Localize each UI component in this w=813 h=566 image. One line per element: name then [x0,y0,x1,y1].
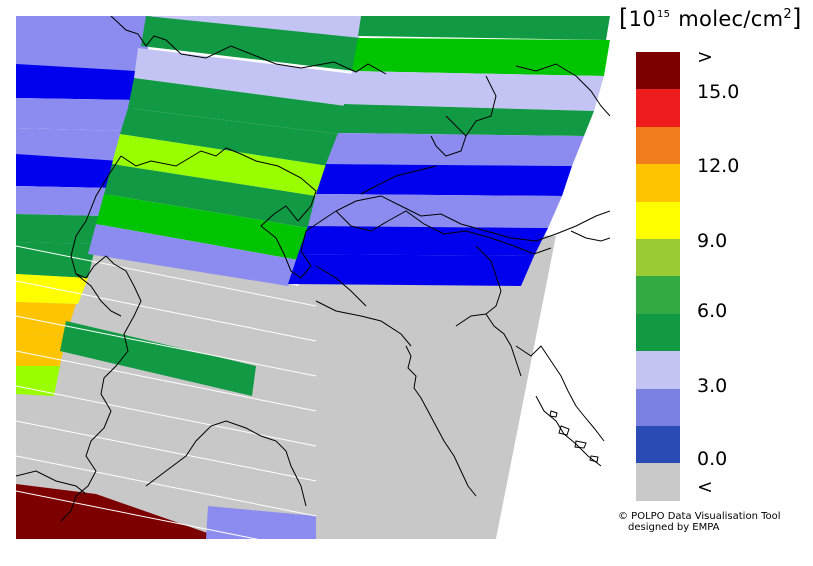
scan-gap-line [16,455,317,517]
legend-swatch [636,126,680,165]
swath-pixel [16,214,104,244]
border-line [360,165,437,195]
swath-pixel [112,134,328,196]
country-borders [16,16,610,522]
swath-pixel [288,254,534,286]
color-legend-bar [636,52,680,501]
swath-pixel [352,38,610,76]
map-canvas[interactable] [16,16,610,539]
scan-gap-line [16,490,259,539]
legend-swatch [636,313,680,352]
credit-line-2: designed by EMPA [628,522,720,533]
scan-gap-line [16,420,317,482]
legend-label-12: 12.0 [697,155,740,177]
coastline [455,313,522,377]
swath-pixel [16,274,88,304]
island [549,410,558,418]
swath-pixel [308,194,562,228]
coastline [515,345,605,442]
swath-pixel [128,78,346,134]
scan-gap-line [16,385,317,447]
swath-pixel [66,304,296,368]
swath-pixel [358,16,610,40]
swath-pixel [16,16,151,71]
border-line [16,470,87,495]
unit-base: 10 [628,7,656,31]
swath-pixel [16,98,134,131]
swath-pixel [298,226,548,256]
border-line [515,63,577,77]
swath-pixel [16,128,128,161]
island [589,455,599,463]
swath-pixel [16,242,96,278]
satellite-swath-layer [16,16,610,539]
swath-pixel [60,321,256,396]
swath-pixel [344,71,604,111]
border-line [145,420,307,507]
swath-pixel [326,133,584,166]
unit-text: molec/cm [671,7,784,31]
border-line [570,230,610,242]
credit-text: © POLPO Data Visualisation Tool designed… [618,511,781,533]
credit-line-1: © POLPO Data Visualisation Tool [618,511,781,522]
swath-pixel [141,16,361,71]
swath-pixel [16,154,120,188]
swath-pixel [16,366,60,396]
border-line [475,245,502,315]
island [558,425,570,436]
legend-swatch [636,463,680,501]
scan-gap-line [16,280,317,342]
swath-pixel [338,104,594,136]
scan-gap-line [16,315,317,377]
legend-swatch [636,201,680,239]
legend-swatch [636,351,680,389]
border-line [315,300,412,347]
swath-pixel [316,164,572,196]
legend-swatch [636,52,680,90]
swath-pixel [16,64,136,100]
legend-label-0: 0.0 [697,448,728,470]
scan-gap-line [16,350,317,412]
border-line [75,273,122,317]
border-line [315,265,367,307]
legend-label-under: < [697,476,713,498]
legend-unit-title: [1015 molec/cm2] [619,4,802,32]
legend-label-6: 6.0 [697,300,728,322]
legend-swatch [636,89,680,127]
border-line [430,115,467,157]
map-panel[interactable] [16,16,610,539]
island [574,440,587,449]
border-line [110,16,387,75]
swath-pixel [16,302,76,336]
swath-pixel [206,506,316,539]
unit-exponent: 15 [657,9,671,20]
border-line [575,75,610,117]
coastline [405,345,477,497]
border-line [60,155,142,522]
unit-square: 2 [783,7,792,22]
swath-pixel [88,224,298,286]
legend-swatch [636,164,680,202]
legend-swatch [636,276,680,314]
legend-label-15: 15.0 [697,81,740,103]
swath-pixel [104,164,316,228]
legend-label-9: 9.0 [697,230,728,252]
scan-gap-line [16,245,317,307]
legend-label-over: > [697,46,713,68]
legend-swatch [636,388,680,426]
border-line [335,210,552,255]
swath-pixel [16,186,112,216]
swath-pixel [96,194,308,260]
border-line [465,75,497,137]
swath-pixel [134,48,354,106]
legend-label-3: 3.0 [697,375,728,397]
legend-swatch [636,238,680,277]
swath-pixel [16,334,66,366]
legend-swatch [636,425,680,464]
swath-pixel [120,108,338,166]
swath-pixel [16,221,556,539]
border-line [120,147,610,279]
